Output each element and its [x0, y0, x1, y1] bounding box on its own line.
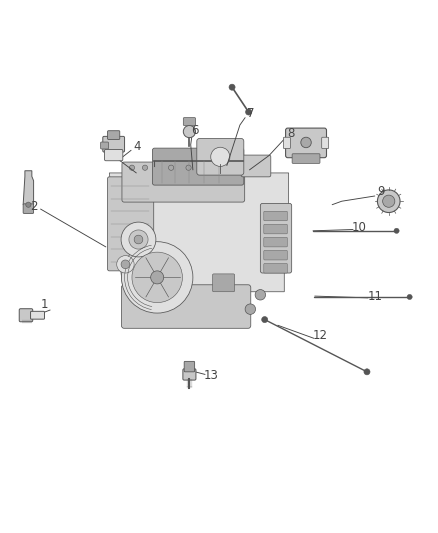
FancyBboxPatch shape — [322, 137, 328, 149]
FancyBboxPatch shape — [283, 137, 290, 149]
FancyBboxPatch shape — [264, 224, 287, 234]
FancyBboxPatch shape — [183, 369, 196, 380]
Circle shape — [26, 202, 31, 207]
Circle shape — [246, 109, 252, 115]
FancyBboxPatch shape — [264, 211, 287, 221]
FancyBboxPatch shape — [264, 263, 287, 273]
Circle shape — [169, 165, 174, 171]
Circle shape — [378, 190, 400, 213]
Text: 9: 9 — [377, 185, 385, 198]
Circle shape — [208, 165, 213, 171]
FancyBboxPatch shape — [260, 204, 292, 273]
Circle shape — [142, 165, 148, 171]
FancyBboxPatch shape — [197, 139, 244, 175]
Circle shape — [132, 252, 183, 303]
FancyBboxPatch shape — [23, 204, 34, 213]
Text: 8: 8 — [287, 127, 294, 140]
Text: 6: 6 — [191, 124, 199, 137]
FancyBboxPatch shape — [264, 251, 287, 260]
Text: 2: 2 — [30, 200, 38, 213]
FancyBboxPatch shape — [264, 237, 287, 247]
Text: 12: 12 — [312, 329, 328, 342]
FancyBboxPatch shape — [184, 361, 194, 372]
Text: 13: 13 — [204, 369, 219, 382]
Polygon shape — [23, 171, 34, 205]
Circle shape — [364, 369, 370, 375]
FancyBboxPatch shape — [108, 177, 154, 271]
FancyBboxPatch shape — [122, 162, 245, 202]
Circle shape — [245, 304, 255, 314]
FancyBboxPatch shape — [31, 311, 45, 319]
Circle shape — [121, 241, 193, 313]
FancyBboxPatch shape — [19, 309, 33, 322]
FancyBboxPatch shape — [105, 149, 123, 161]
FancyBboxPatch shape — [103, 136, 124, 152]
Circle shape — [129, 230, 148, 249]
Circle shape — [121, 222, 156, 257]
Text: 10: 10 — [352, 221, 367, 234]
Circle shape — [225, 165, 230, 171]
Circle shape — [129, 165, 134, 171]
FancyBboxPatch shape — [241, 155, 271, 177]
Circle shape — [211, 147, 230, 166]
Text: 4: 4 — [134, 140, 141, 154]
Circle shape — [134, 235, 143, 244]
FancyBboxPatch shape — [184, 118, 195, 125]
Circle shape — [229, 84, 235, 90]
FancyBboxPatch shape — [121, 285, 251, 328]
Circle shape — [151, 271, 164, 284]
Circle shape — [407, 294, 412, 300]
Text: 1: 1 — [40, 298, 48, 311]
FancyBboxPatch shape — [212, 274, 235, 292]
Circle shape — [186, 165, 191, 171]
FancyBboxPatch shape — [152, 148, 244, 185]
FancyBboxPatch shape — [286, 128, 326, 158]
Text: 7: 7 — [247, 107, 254, 120]
Circle shape — [117, 256, 134, 273]
FancyBboxPatch shape — [108, 131, 120, 140]
Circle shape — [383, 195, 395, 207]
FancyBboxPatch shape — [292, 154, 320, 163]
Polygon shape — [110, 173, 289, 327]
Circle shape — [261, 317, 268, 322]
Circle shape — [184, 125, 195, 138]
FancyBboxPatch shape — [101, 142, 109, 149]
Circle shape — [121, 260, 130, 269]
Text: 11: 11 — [367, 289, 382, 303]
Circle shape — [301, 137, 311, 148]
Circle shape — [394, 228, 399, 233]
Circle shape — [255, 289, 265, 300]
